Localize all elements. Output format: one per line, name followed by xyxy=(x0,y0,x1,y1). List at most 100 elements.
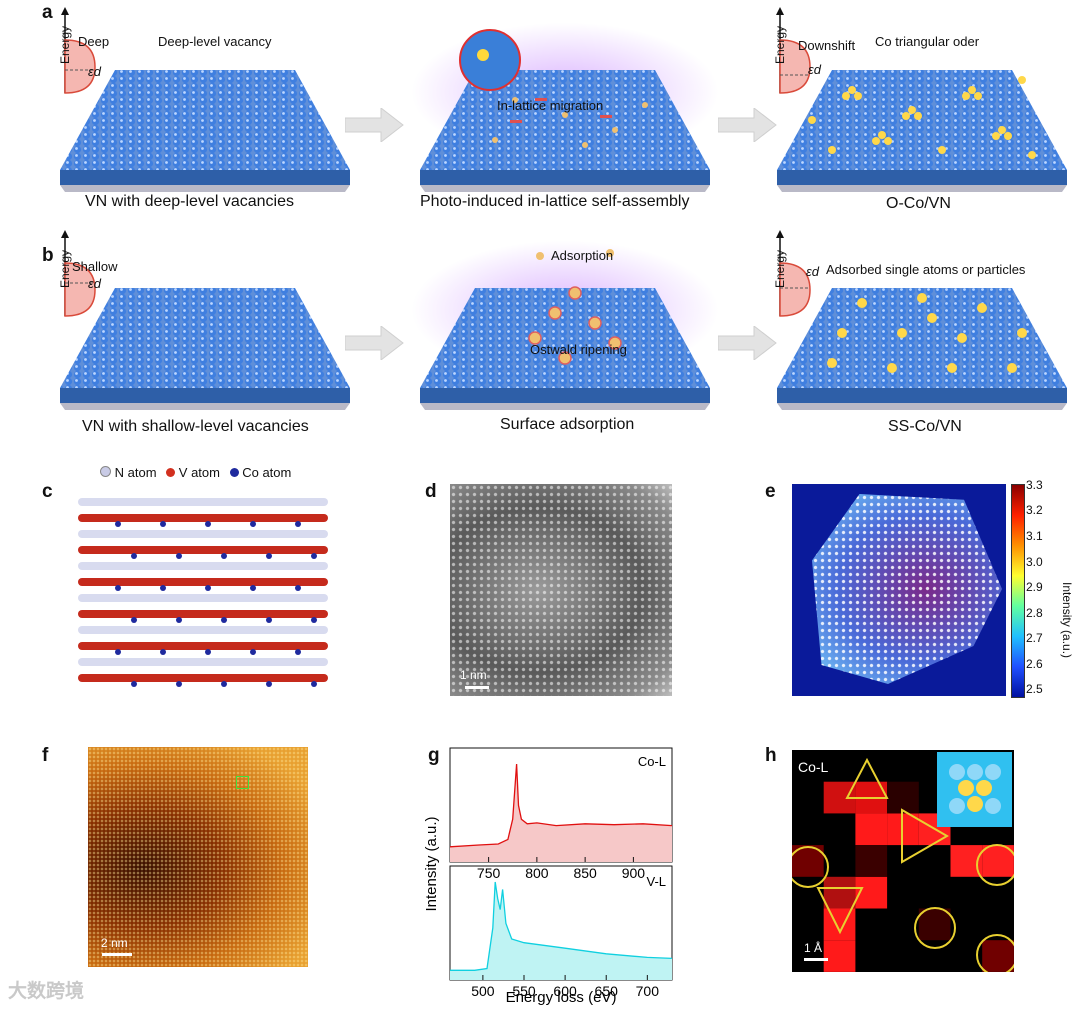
a-middle-lattice xyxy=(420,29,710,192)
b-right-energy-axis: Energy xyxy=(773,249,788,289)
watermark: 大数跨境 xyxy=(8,981,85,1002)
e-tick-3: 3.0 xyxy=(1026,555,1043,569)
panel-label-c: c xyxy=(42,481,53,502)
c-co-atom xyxy=(176,553,182,559)
c-co-atom xyxy=(131,681,137,687)
b-middle-annotation-mid: Ostwald ripening xyxy=(530,342,627,357)
a-left-energy-diagram xyxy=(61,7,96,94)
e-colorbar-ticks: 3.3 3.2 3.1 3.0 2.9 2.8 2.7 2.6 2.5 xyxy=(1026,478,1056,700)
g-top-label: Co-L xyxy=(638,754,666,769)
b-right-lattice xyxy=(777,288,1067,410)
a-right-energy-diagram xyxy=(776,7,811,94)
a-left-epsilon: εd xyxy=(88,64,101,79)
g-tick-label: 600 xyxy=(553,983,577,999)
c-co-atom xyxy=(311,681,317,687)
c-atom-row xyxy=(78,578,328,586)
h-tag: Co-L xyxy=(798,759,829,775)
b-left-caption: VN with shallow-level vacancies xyxy=(82,418,309,435)
a-right-caption: O-Co/VN xyxy=(886,195,951,212)
a-right-lattice xyxy=(777,70,1067,192)
b-middle-caption: Surface adsorption xyxy=(500,416,635,433)
e-tick-6: 2.7 xyxy=(1026,631,1043,645)
a-left-caption: VN with deep-level vacancies xyxy=(85,193,294,210)
c-atom-row xyxy=(78,530,328,538)
a-right-epsilon: εd xyxy=(808,62,821,77)
panel-label-b: b xyxy=(42,245,54,266)
a-arrow-1 xyxy=(345,108,404,142)
h-triangle-3 xyxy=(816,887,864,935)
c-atom-row xyxy=(78,498,328,506)
f-roi-box xyxy=(236,776,249,789)
f-stem-image xyxy=(88,747,308,967)
h-pixel xyxy=(855,813,888,846)
h-circle-3 xyxy=(914,907,956,949)
h-scale-label: 1 Å xyxy=(804,940,822,955)
h-pixel xyxy=(823,908,856,941)
c-co-atom xyxy=(160,585,166,591)
h-pixel xyxy=(855,845,888,877)
c-co-atom xyxy=(221,553,227,559)
g-tick-label: 900 xyxy=(622,865,646,881)
c-legend: N atom V atom Co atom xyxy=(100,465,291,480)
h-pixel xyxy=(823,940,856,972)
a-left-lattice xyxy=(60,70,350,192)
e-tick-4: 2.9 xyxy=(1026,580,1043,594)
panel-label-f: f xyxy=(42,745,49,766)
c-co-atom xyxy=(250,585,256,591)
c-co-atom xyxy=(131,553,137,559)
panel-label-e: e xyxy=(765,481,776,502)
c-co-atom xyxy=(311,617,317,623)
c-co-atom xyxy=(115,585,121,591)
b-middle-lattice xyxy=(420,249,710,410)
h-triangle-1 xyxy=(845,757,889,799)
e-tick-1: 3.2 xyxy=(1026,503,1043,517)
c-atom-row xyxy=(78,514,328,522)
c-co-atom xyxy=(176,617,182,623)
b-left-level: Shallow xyxy=(72,259,118,274)
c-co-atom xyxy=(131,617,137,623)
b-right-epsilon: εd xyxy=(806,264,819,279)
g-tick-label: 700 xyxy=(636,983,660,999)
a-left-level: Deep xyxy=(78,34,110,49)
g-bottom-label: V-L xyxy=(646,874,666,889)
b-left-energy-axis: Energy xyxy=(58,249,73,289)
c-co-atom xyxy=(221,681,227,687)
f-scale-label: 2 nm xyxy=(101,936,128,950)
c-co-atom xyxy=(295,585,301,591)
h-pixel xyxy=(918,908,951,941)
panel-label-d: d xyxy=(425,481,437,502)
g-tick-label: 550 xyxy=(512,983,536,999)
legend-co-label: Co atom xyxy=(242,465,292,480)
b-arrow-2 xyxy=(718,326,777,360)
c-atom-row xyxy=(78,546,328,554)
d-scale-bar xyxy=(465,686,489,689)
c-atom-row xyxy=(78,610,328,618)
e-colorbar-label: Intensity (a.u.) xyxy=(1060,582,1074,659)
h-co-l-map: Co-L 1 Å xyxy=(792,750,1014,972)
g-tick-label: 650 xyxy=(595,983,619,999)
a-right-level: Downshift xyxy=(798,38,856,53)
c-co-atom xyxy=(115,649,121,655)
h-pixel xyxy=(887,781,919,814)
a-right-annotation: Co triangular oder xyxy=(875,34,980,49)
h-circle-1 xyxy=(792,846,829,888)
h-pixel xyxy=(823,876,856,909)
panel-label-a: a xyxy=(42,2,53,23)
c-co-atom xyxy=(250,521,256,527)
g-tick-label: 750 xyxy=(477,865,501,881)
c-co-atom xyxy=(205,649,211,655)
b-right-energy-diagram xyxy=(776,230,811,317)
h-circle-4 xyxy=(976,934,1014,972)
a-right-energy-axis: Energy xyxy=(773,25,788,65)
a-middle-caption: Photo-induced in-lattice self-assembly xyxy=(420,193,690,210)
e-tick-8: 2.5 xyxy=(1026,682,1043,696)
c-atom-row xyxy=(78,642,328,650)
c-co-atom xyxy=(266,617,272,623)
c-co-atom xyxy=(160,649,166,655)
a-left-energy-axis: Energy xyxy=(58,25,73,65)
g-tick-label: 850 xyxy=(573,865,597,881)
c-atom-row xyxy=(78,674,328,682)
c-atom-row xyxy=(78,562,328,570)
c-co-atom xyxy=(115,521,121,527)
a-arrow-2 xyxy=(718,108,777,142)
